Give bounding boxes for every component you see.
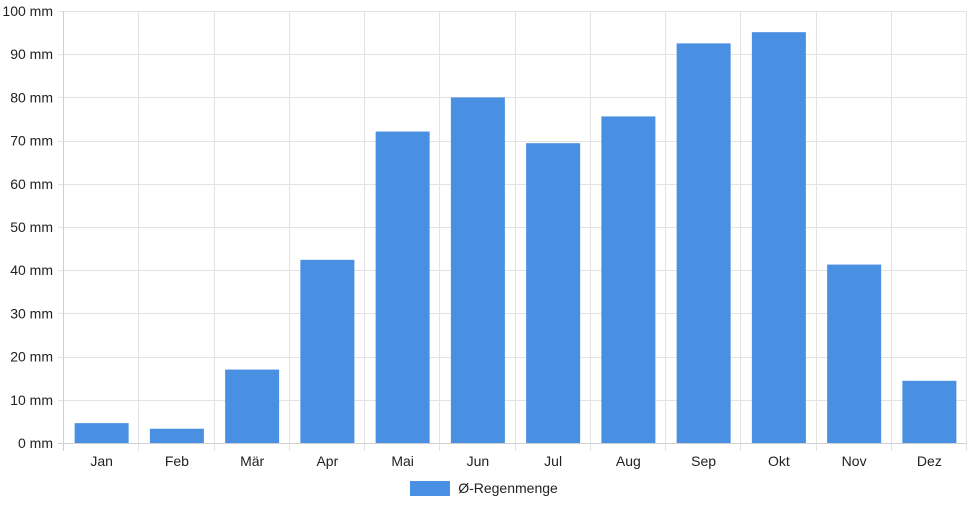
x-tick-label: Feb	[165, 453, 189, 469]
bar-mai	[375, 131, 430, 443]
y-tick-label: 40 mm	[10, 262, 53, 278]
y-tick-label: 50 mm	[10, 219, 53, 235]
axes	[58, 11, 967, 451]
x-tick-label: Sep	[691, 453, 716, 469]
bar-jul	[526, 143, 581, 443]
y-tick-label: 80 mm	[10, 89, 53, 105]
y-tick-label: 0 mm	[18, 435, 53, 451]
y-tick-label: 70 mm	[10, 133, 53, 149]
x-tick-label: Jul	[544, 453, 562, 469]
x-axis-tick-labels: Jan Feb Mär Apr Mai Jun Jul Aug Sep Okt Nov Dez	[90, 453, 941, 469]
bar-mär	[225, 369, 280, 443]
bar-dez	[902, 380, 957, 443]
legend[interactable]: Ø-Regenmenge	[0, 480, 968, 496]
x-tick-label: Mär	[240, 453, 264, 469]
legend-swatch	[410, 480, 451, 496]
bar-sep	[676, 43, 731, 444]
y-tick-label: 100 mm	[2, 3, 53, 19]
bar-apr	[300, 259, 355, 443]
x-tick-label: Dez	[917, 453, 942, 469]
grid-lines	[58, 11, 967, 451]
y-tick-label: 30 mm	[10, 305, 53, 321]
bar-jan	[74, 423, 129, 443]
y-axis-tick-labels: 0 mm 10 mm 20 mm 30 mm 40 mm 50 mm 60 mm 70 mm 8…	[2, 3, 53, 451]
bar-feb	[149, 428, 204, 443]
y-tick-label: 60 mm	[10, 176, 53, 192]
x-tick-label: Aug	[616, 453, 641, 469]
bar-jun	[450, 97, 505, 444]
x-tick-label: Okt	[768, 453, 790, 469]
x-tick-label: Mai	[391, 453, 414, 469]
y-tick-label: 20 mm	[10, 349, 53, 365]
x-tick-label: Jan	[90, 453, 113, 469]
bar-nov	[827, 264, 882, 443]
bars	[74, 32, 957, 444]
y-tick-label: 90 mm	[10, 46, 53, 62]
bar-aug	[601, 116, 656, 443]
legend-label: Ø-Regenmenge	[458, 480, 558, 496]
x-tick-label: Jun	[467, 453, 490, 469]
bar-okt	[751, 32, 806, 444]
y-tick-label: 10 mm	[10, 392, 53, 408]
x-tick-label: Apr	[316, 453, 338, 469]
x-tick-label: Nov	[842, 453, 867, 469]
